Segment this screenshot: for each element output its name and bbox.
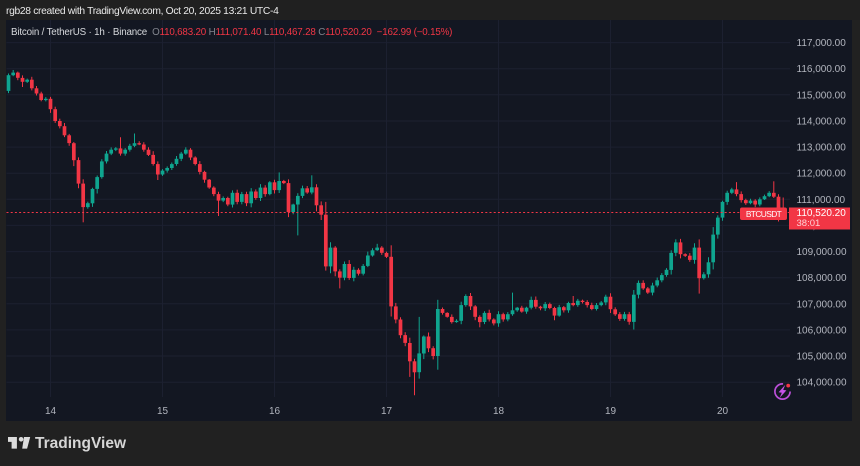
svg-text:38:01: 38:01 bbox=[797, 218, 821, 229]
svg-text:114,000.00: 114,000.00 bbox=[797, 117, 847, 128]
svg-text:16: 16 bbox=[269, 406, 281, 417]
svg-text:113,000.00: 113,000.00 bbox=[797, 143, 847, 154]
svg-text:116,000.00: 116,000.00 bbox=[797, 64, 847, 75]
svg-text:111,000.00: 111,000.00 bbox=[797, 195, 846, 206]
svg-text:109,000.00: 109,000.00 bbox=[797, 247, 847, 258]
svg-text:112,000.00: 112,000.00 bbox=[797, 169, 847, 180]
svg-text:117,000.00: 117,000.00 bbox=[797, 38, 847, 49]
svg-text:BTCUSDT: BTCUSDT bbox=[746, 209, 782, 219]
svg-text:17: 17 bbox=[381, 406, 393, 417]
svg-text:18: 18 bbox=[493, 406, 505, 417]
svg-text:15: 15 bbox=[157, 406, 169, 417]
svg-text:105,000.00: 105,000.00 bbox=[797, 352, 847, 363]
svg-text:106,000.00: 106,000.00 bbox=[797, 325, 847, 336]
svg-text:108,000.00: 108,000.00 bbox=[797, 273, 847, 284]
svg-text:104,000.00: 104,000.00 bbox=[797, 378, 847, 389]
svg-text:115,000.00: 115,000.00 bbox=[797, 90, 847, 101]
svg-text:20: 20 bbox=[717, 406, 729, 417]
svg-text:14: 14 bbox=[45, 406, 57, 417]
svg-text:110,520.20: 110,520.20 bbox=[797, 208, 847, 219]
svg-text:107,000.00: 107,000.00 bbox=[797, 299, 847, 310]
svg-text:19: 19 bbox=[605, 406, 617, 417]
